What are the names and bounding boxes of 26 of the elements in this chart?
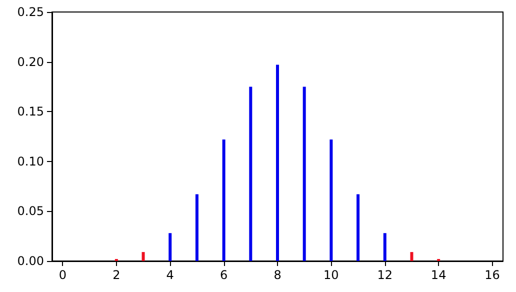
x-tick-label: 2 [112, 268, 120, 282]
bar [410, 252, 414, 261]
x-tick-label: 8 [274, 268, 282, 282]
y-tick-label: 0.20 [17, 54, 44, 69]
x-tick-label: 12 [377, 268, 393, 282]
bar [168, 233, 172, 261]
x-tick-label: 0 [58, 268, 67, 282]
bar [249, 86, 252, 261]
x-tick-label: 14 [430, 268, 446, 282]
bar [383, 233, 386, 261]
x-tick-label: 16 [484, 268, 500, 282]
bar [276, 64, 279, 261]
bar [356, 194, 360, 261]
bar [222, 139, 226, 261]
bar [302, 86, 306, 261]
y-tick-label: 0.10 [17, 154, 44, 168]
x-tick-label: 10 [324, 268, 339, 282]
x-tick-label: 6 [220, 268, 228, 282]
y-tick-label: 0.05 [17, 204, 44, 218]
bar [142, 252, 145, 261]
x-tick-label: 4 [166, 268, 174, 282]
y-tick-label: 0.15 [17, 104, 44, 119]
bar [195, 194, 198, 261]
bar [330, 139, 333, 261]
y-tick-label: 0.00 [17, 254, 44, 268]
y-tick-label: 0.25 [17, 5, 44, 19]
